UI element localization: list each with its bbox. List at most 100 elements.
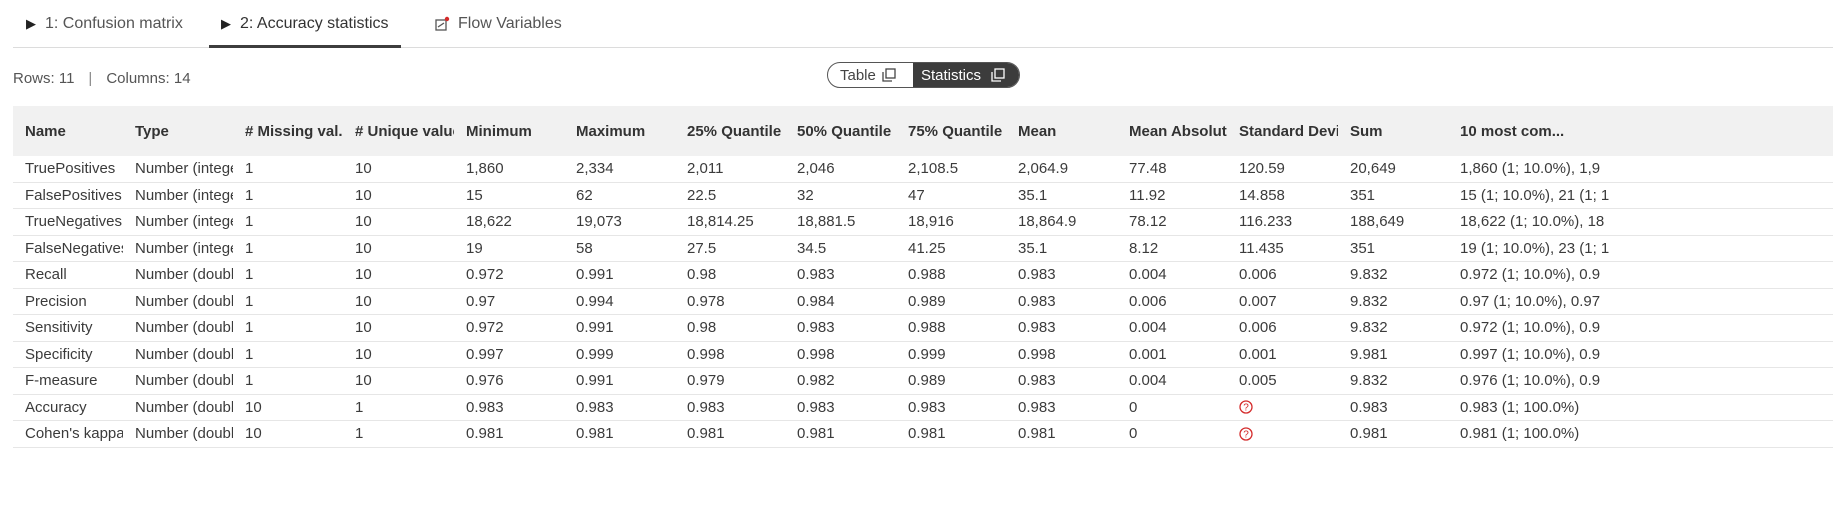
table-cell: 11.435 xyxy=(1239,239,1284,257)
table-cell: 78.12 xyxy=(1129,213,1167,231)
table-row[interactable]: FalsePositives Number (integer 1 10 15 62 22.5… xyxy=(13,183,1833,209)
table-cell: 0.982 xyxy=(797,372,835,390)
table-cell: 18,814.25 xyxy=(687,213,754,231)
statistics-view-label: Statistics xyxy=(921,66,982,84)
column-header-50-quantile[interactable]: 50% Quantile (... xyxy=(797,122,896,140)
play-icon: ▶ xyxy=(221,15,231,31)
table-cell: 0.988 xyxy=(908,319,946,337)
table-cell: 77.48 xyxy=(1129,160,1167,178)
column-header-minimum[interactable]: Minimum xyxy=(466,122,532,140)
table-cell: 0.981 xyxy=(466,425,504,443)
column-header-75-quantile[interactable]: 75% Quantile xyxy=(908,122,1003,140)
table-cell: 0.984 xyxy=(797,292,835,310)
table-row[interactable]: Recall Number (double 1 10 0.972 0.991 0.98 0.9… xyxy=(13,262,1833,289)
column-header-mean-absolut[interactable]: Mean Absolut... xyxy=(1129,122,1227,140)
table-cell: 18,622 xyxy=(466,213,512,231)
table-cell: 1 xyxy=(245,266,254,284)
table-cell: 41.25 xyxy=(908,239,946,257)
table-cell: 10 xyxy=(355,186,372,204)
table-cell: 47 xyxy=(908,186,925,204)
table-row[interactable]: TrueNegatives Number (integer 1 10 18,622 19,… xyxy=(13,209,1833,236)
table-row[interactable]: Specificity Number (double 1 10 0.997 0.999 0.… xyxy=(13,342,1833,368)
table-cell: 10 xyxy=(355,292,372,310)
table-cell: 351 xyxy=(1350,239,1376,257)
flow-variable-icon xyxy=(435,16,450,31)
open-in-window-icon[interactable] xyxy=(991,68,1005,82)
table-row[interactable]: Accuracy Number (double 10 1 0.983 0.983 0.983… xyxy=(13,395,1833,421)
table-cell: Number (double xyxy=(135,425,233,443)
column-header-maximum[interactable]: Maximum xyxy=(576,122,646,140)
statistics-view-button[interactable]: Statistics xyxy=(913,63,1019,87)
table-cell: Number (double xyxy=(135,292,233,310)
table-row[interactable]: Cohen's kappa Number (double 10 1 0.981 0.981… xyxy=(13,421,1833,448)
table-cell: 0.97 (1; 10.0%), 0.97 xyxy=(1460,292,1601,310)
tab-accuracy-statistics[interactable]: ▶ 2: Accuracy statistics xyxy=(209,0,400,48)
table-cell: Accuracy xyxy=(25,398,87,416)
table-cell: 15 xyxy=(466,186,483,204)
column-header-name[interactable]: Name xyxy=(25,122,66,140)
table-cell: Specificity xyxy=(25,345,93,363)
table-cell: 0.983 xyxy=(466,398,504,416)
table-cell: 58 xyxy=(576,239,593,257)
table-cell: FalseNegatives xyxy=(25,239,123,257)
table-cell: 9.832 xyxy=(1350,372,1388,390)
table-cell: 0.98 xyxy=(687,266,717,284)
table-cell: 0.983 xyxy=(797,319,835,337)
table-cell: 0.004 xyxy=(1129,266,1167,284)
table-cell: 0.004 xyxy=(1129,319,1167,337)
table-cell: 18,916 xyxy=(908,213,954,231)
table-cell: 0.981 (1; 100.0%) xyxy=(1460,425,1580,443)
table-cell: 0.983 xyxy=(1018,292,1056,310)
table-cell: 0.006 xyxy=(1129,292,1167,310)
table-cell: 1 xyxy=(245,345,254,363)
table-cell: 0.983 xyxy=(797,398,835,416)
table-cell: 1 xyxy=(245,372,254,390)
column-header-missing-val[interactable]: # Missing val... xyxy=(245,122,343,140)
table-cell: 22.5 xyxy=(687,186,717,204)
table-cell: 2,334 xyxy=(576,160,614,178)
table-row[interactable]: TruePositives Number (integer 1 10 1,860 2,33… xyxy=(13,156,1833,183)
table-cell: Number (integer xyxy=(135,186,233,204)
table-cell: FalsePositives xyxy=(25,186,122,204)
column-header-25-quantile[interactable]: 25% Quantile xyxy=(687,122,782,140)
table-cell: Number (double xyxy=(135,266,233,284)
table-row[interactable]: F-measure Number (double 1 10 0.976 0.991 0.97… xyxy=(13,368,1833,395)
table-row[interactable]: Sensitivity Number (double 1 10 0.972 0.991 0.… xyxy=(13,315,1833,342)
table-cell: 0.983 xyxy=(687,398,725,416)
table-row[interactable]: Precision Number (double 1 10 0.97 0.994 0.978… xyxy=(13,289,1833,315)
table-cell: 0.989 xyxy=(908,372,946,390)
table-cell: 15 (1; 10.0%), 21 (1; 1 xyxy=(1460,186,1610,204)
table-cell: 1,860 (1; 10.0%), 1,9 xyxy=(1460,160,1601,178)
table-cell: 1 xyxy=(245,319,254,337)
column-header-standard-devi[interactable]: Standard Devi... xyxy=(1239,122,1338,140)
table-cell: 0.983 xyxy=(1018,319,1056,337)
table-cell: 0.981 xyxy=(576,425,614,443)
table-cell: 0.983 xyxy=(908,398,946,416)
table-cell: 0.007 xyxy=(1239,292,1277,310)
table-cell: 0.981 xyxy=(797,425,835,443)
column-header-sum[interactable]: Sum xyxy=(1350,122,1383,140)
tab-confusion-matrix[interactable]: ▶ 1: Confusion matrix xyxy=(26,0,183,47)
column-header-mean[interactable]: Mean xyxy=(1018,122,1057,140)
table-cell: 0.981 xyxy=(908,425,946,443)
table-cell: 188,649 xyxy=(1350,213,1405,231)
column-count: Columns: 14 xyxy=(106,70,191,87)
table-cell: 1 xyxy=(245,292,254,310)
open-in-window-icon[interactable] xyxy=(882,68,896,82)
table-cell: 0.005 xyxy=(1239,372,1277,390)
table-view-button[interactable]: Table xyxy=(828,63,913,87)
table-cell: 0.001 xyxy=(1129,345,1167,363)
table-cell: 0.983 (1; 100.0%) xyxy=(1460,398,1580,416)
table-cell: 0.972 (1; 10.0%), 0.9 xyxy=(1460,266,1601,284)
column-header-type[interactable]: Type xyxy=(135,122,169,140)
tab-label: 2: Accuracy statistics xyxy=(240,14,389,32)
tab-flow-variables[interactable]: Flow Variables xyxy=(434,0,562,47)
column-header-unique-values[interactable]: # Unique values xyxy=(355,122,454,140)
table-cell: 0.981 xyxy=(687,425,725,443)
table-cell: 11.92 xyxy=(1129,186,1166,204)
column-header-10-most-com[interactable]: 10 most com... xyxy=(1460,122,1565,140)
table-row[interactable]: FalseNegatives Number (integer 1 10 19 58 27.5… xyxy=(13,236,1833,262)
table-cell: 2,046 xyxy=(797,160,835,178)
table-cell: 0.983 xyxy=(1018,372,1056,390)
table-cell: 0.989 xyxy=(908,292,946,310)
